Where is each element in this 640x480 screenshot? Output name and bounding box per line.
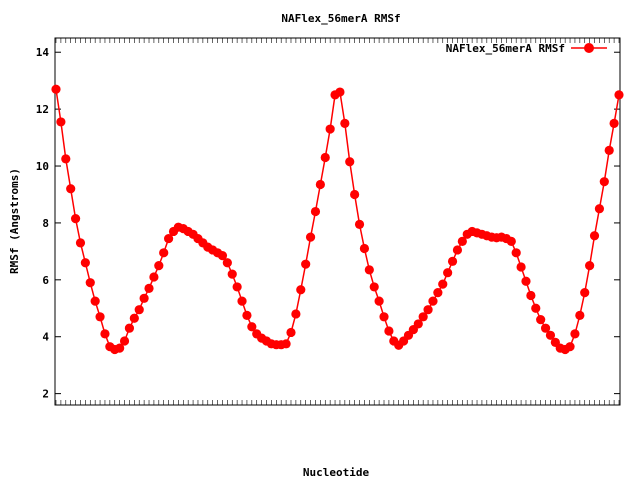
y-tick-label: 14 <box>36 46 50 59</box>
data-point <box>540 323 551 333</box>
data-point <box>369 282 379 292</box>
data-point <box>604 145 614 155</box>
data-point <box>139 293 149 303</box>
plot-frame <box>54 37 621 406</box>
data-point <box>521 276 531 286</box>
data-point <box>570 329 580 339</box>
x-axis-ticks <box>55 38 620 405</box>
data-point <box>428 296 438 306</box>
data-point <box>511 248 521 258</box>
data-point <box>301 259 311 269</box>
data-point <box>115 343 125 353</box>
data-point <box>296 285 306 295</box>
data-point <box>599 177 609 187</box>
data-point <box>90 296 100 306</box>
legend-label: NAFlex_56merA RMSf <box>446 42 565 55</box>
data-point <box>423 305 433 315</box>
y-axis-ticks: 2 4 6 8 10 12 14 <box>36 46 620 401</box>
data-point <box>325 124 335 134</box>
data-point <box>589 231 600 241</box>
data-point <box>247 322 257 332</box>
y-tick-label: 2 <box>42 388 49 401</box>
data-point <box>565 342 575 352</box>
data-point <box>335 87 345 97</box>
data-point <box>129 313 139 323</box>
y-tick-label: 12 <box>36 103 49 116</box>
data-point <box>526 290 536 301</box>
data-point <box>291 309 301 319</box>
data-point <box>516 262 526 272</box>
x-axis-label: Nucleotide <box>303 466 370 479</box>
data-point <box>345 157 355 167</box>
data-point <box>61 154 71 164</box>
chart-title: NAFlex_56merA RMSf <box>281 12 400 25</box>
data-point <box>217 251 228 261</box>
legend-marker-swatch <box>584 43 594 53</box>
data-point <box>447 256 458 266</box>
data-point <box>100 329 110 339</box>
data-point <box>418 312 428 322</box>
data-point <box>305 232 316 242</box>
y-tick-label: 4 <box>42 331 49 344</box>
data-point <box>536 315 546 325</box>
data-point <box>75 238 86 248</box>
data-point <box>379 312 389 322</box>
data-point <box>149 272 159 282</box>
data-point <box>66 184 76 194</box>
data-point <box>310 206 321 217</box>
data-point <box>320 152 330 163</box>
data-point <box>164 233 174 244</box>
data-point <box>85 278 95 288</box>
legend: NAFlex_56merA RMSf <box>446 42 607 55</box>
y-tick-label: 10 <box>36 160 49 173</box>
data-point <box>585 261 595 271</box>
data-point <box>614 90 624 100</box>
data-point <box>506 236 516 247</box>
data-point <box>452 245 463 255</box>
data-point <box>51 84 61 94</box>
data-point <box>433 288 443 298</box>
data-point <box>227 269 237 279</box>
data-point <box>438 279 448 289</box>
data-point <box>609 118 619 128</box>
data-point <box>364 265 374 275</box>
data-point <box>413 319 423 329</box>
data-point <box>281 339 291 349</box>
series-layer <box>51 84 624 355</box>
data-point <box>242 310 252 320</box>
data-point <box>237 296 247 306</box>
y-tick-label: 8 <box>42 217 49 230</box>
data-point <box>350 189 360 200</box>
data-point <box>286 327 296 338</box>
data-point <box>354 219 365 229</box>
data-point <box>70 214 81 224</box>
data-point <box>154 261 164 271</box>
data-point <box>159 248 169 258</box>
data-point <box>374 296 384 306</box>
data-point <box>119 336 130 346</box>
data-point <box>124 323 135 333</box>
y-tick-label: 6 <box>42 274 49 287</box>
data-point <box>575 310 585 320</box>
data-point <box>315 179 325 190</box>
data-point <box>359 243 370 254</box>
data-point <box>580 288 590 298</box>
data-point <box>594 204 605 214</box>
data-point <box>232 282 242 292</box>
data-point <box>95 312 105 322</box>
y-axis-label: RMSf (Angstroms) <box>8 168 21 274</box>
data-point <box>80 258 90 268</box>
data-point <box>144 283 154 293</box>
data-point <box>384 326 394 336</box>
data-point <box>134 305 144 315</box>
data-point <box>545 330 556 340</box>
data-point <box>340 118 350 128</box>
data-point <box>222 258 232 268</box>
data-point <box>531 303 541 313</box>
data-point <box>56 117 66 127</box>
data-point <box>443 268 453 278</box>
data-point <box>457 236 467 247</box>
